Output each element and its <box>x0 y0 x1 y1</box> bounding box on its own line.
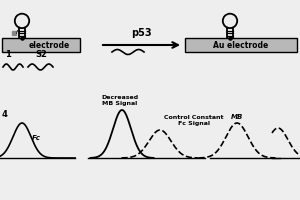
Text: Au electrode: Au electrode <box>213 40 268 49</box>
Text: 1: 1 <box>5 50 11 59</box>
Text: Fc: Fc <box>16 30 23 36</box>
Text: S2: S2 <box>35 50 47 59</box>
Text: Control Constant
Fc Signal: Control Constant Fc Signal <box>164 115 224 126</box>
Bar <box>185 38 297 52</box>
Text: Decreased
MB Signal: Decreased MB Signal <box>101 95 139 106</box>
Text: p53: p53 <box>131 28 151 38</box>
Bar <box>2 38 80 52</box>
Text: electrode: electrode <box>28 40 70 49</box>
Text: MB: MB <box>231 114 243 120</box>
Text: 4: 4 <box>2 110 8 119</box>
Text: Fc: Fc <box>32 135 41 141</box>
